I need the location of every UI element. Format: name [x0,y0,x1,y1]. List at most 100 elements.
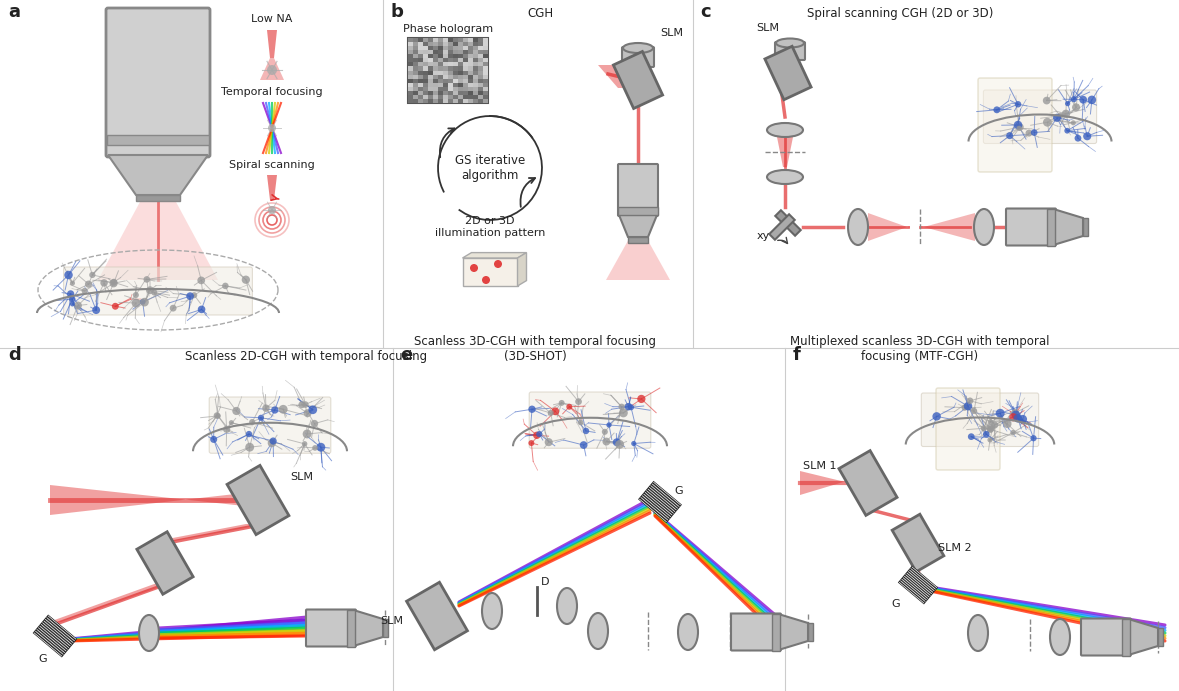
Bar [408,38,413,42]
Bar [1158,628,1162,646]
Circle shape [1058,113,1063,118]
Bar [463,38,468,42]
Circle shape [602,437,611,446]
Circle shape [1071,120,1076,125]
Bar [457,66,463,70]
Bar [453,91,457,95]
FancyBboxPatch shape [731,614,780,650]
Text: d: d [8,346,21,364]
Bar [477,95,483,99]
Circle shape [1006,132,1013,139]
Bar [468,62,473,66]
Bar [453,87,457,91]
Bar [483,95,488,99]
Circle shape [983,431,989,437]
Circle shape [967,397,974,404]
Bar [483,70,488,75]
Bar [463,79,468,83]
FancyBboxPatch shape [979,78,1052,172]
Bar [413,66,419,70]
Bar [483,91,488,95]
Polygon shape [355,611,383,645]
Circle shape [962,404,968,410]
Ellipse shape [776,39,804,48]
Bar [439,75,443,79]
Bar [473,83,477,87]
Circle shape [988,437,993,442]
Bar [413,62,419,66]
Bar [433,55,439,58]
Bar [769,214,795,240]
Bar [408,75,413,79]
Circle shape [222,283,229,289]
Text: c: c [700,3,711,21]
Circle shape [146,286,154,294]
Bar [448,46,453,50]
Bar [483,66,488,70]
Bar [453,75,457,79]
Bar [473,95,477,99]
Bar [419,87,423,91]
Bar [477,46,483,50]
Polygon shape [606,237,670,280]
Bar [453,42,457,46]
Text: G: G [39,654,47,664]
Bar [618,207,658,215]
Circle shape [132,299,140,307]
Bar [413,42,419,46]
Bar [408,99,413,103]
Bar [463,50,468,55]
Bar [443,50,448,55]
Bar [448,50,453,55]
Circle shape [1026,130,1033,137]
Circle shape [278,405,288,414]
Bar [483,38,488,42]
Circle shape [580,441,587,449]
Circle shape [548,410,554,416]
Circle shape [1015,101,1021,108]
Bar [483,55,488,58]
Bar [473,38,477,42]
Circle shape [213,413,220,419]
Bar [468,58,473,62]
Bar [639,482,680,522]
FancyBboxPatch shape [1081,618,1131,656]
Bar [423,38,428,42]
Bar [428,91,433,95]
Bar [423,42,428,46]
Circle shape [309,406,317,414]
Polygon shape [261,58,284,80]
Circle shape [140,299,145,305]
Circle shape [232,407,241,415]
Ellipse shape [139,615,159,651]
Circle shape [615,440,624,449]
Circle shape [625,403,632,410]
Bar [448,62,453,66]
Circle shape [552,408,559,415]
Bar [413,55,419,58]
Circle shape [601,429,608,435]
Circle shape [303,409,311,417]
Circle shape [1087,95,1096,104]
Bar [413,38,419,42]
Circle shape [90,272,95,278]
Bar [419,75,423,79]
Circle shape [1074,135,1081,142]
Bar [228,465,289,535]
Bar [439,91,443,95]
Bar [468,66,473,70]
Circle shape [1072,104,1080,111]
Circle shape [144,276,150,283]
Circle shape [70,281,75,285]
Circle shape [1043,97,1050,104]
Bar [453,55,457,58]
Bar [453,79,457,83]
Bar [433,99,439,103]
Circle shape [582,428,590,434]
Bar [448,91,453,95]
Ellipse shape [1050,619,1071,655]
Ellipse shape [623,43,653,53]
Circle shape [470,264,477,272]
Polygon shape [598,65,638,88]
Bar [443,75,448,79]
